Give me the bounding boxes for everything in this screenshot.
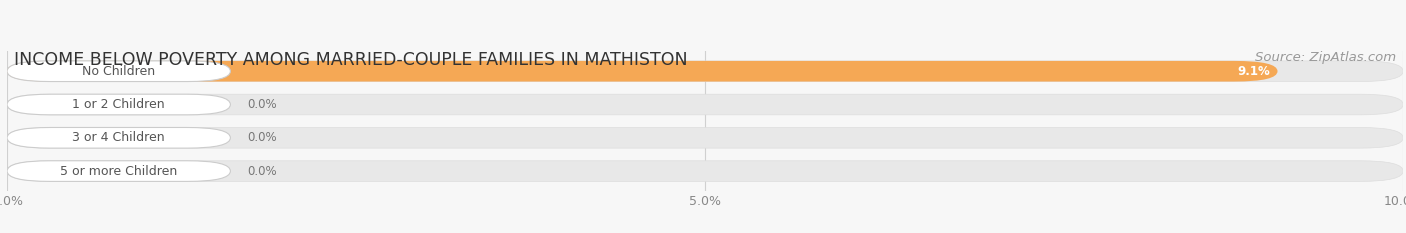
FancyBboxPatch shape <box>7 61 1403 82</box>
Text: Source: ZipAtlas.com: Source: ZipAtlas.com <box>1256 51 1396 64</box>
FancyBboxPatch shape <box>7 61 231 82</box>
FancyBboxPatch shape <box>7 94 231 115</box>
Text: No Children: No Children <box>82 65 155 78</box>
FancyBboxPatch shape <box>7 127 231 148</box>
Text: 3 or 4 Children: 3 or 4 Children <box>73 131 165 144</box>
FancyBboxPatch shape <box>7 127 1403 148</box>
Text: 0.0%: 0.0% <box>247 164 277 178</box>
Text: 9.1%: 9.1% <box>1237 65 1271 78</box>
Text: INCOME BELOW POVERTY AMONG MARRIED-COUPLE FAMILIES IN MATHISTON: INCOME BELOW POVERTY AMONG MARRIED-COUPL… <box>14 51 688 69</box>
Text: 5 or more Children: 5 or more Children <box>60 164 177 178</box>
Text: 0.0%: 0.0% <box>247 131 277 144</box>
Text: 1 or 2 Children: 1 or 2 Children <box>73 98 165 111</box>
FancyBboxPatch shape <box>7 161 231 182</box>
FancyBboxPatch shape <box>7 61 1278 82</box>
Text: 0.0%: 0.0% <box>247 98 277 111</box>
FancyBboxPatch shape <box>7 161 1403 182</box>
FancyBboxPatch shape <box>7 94 1403 115</box>
